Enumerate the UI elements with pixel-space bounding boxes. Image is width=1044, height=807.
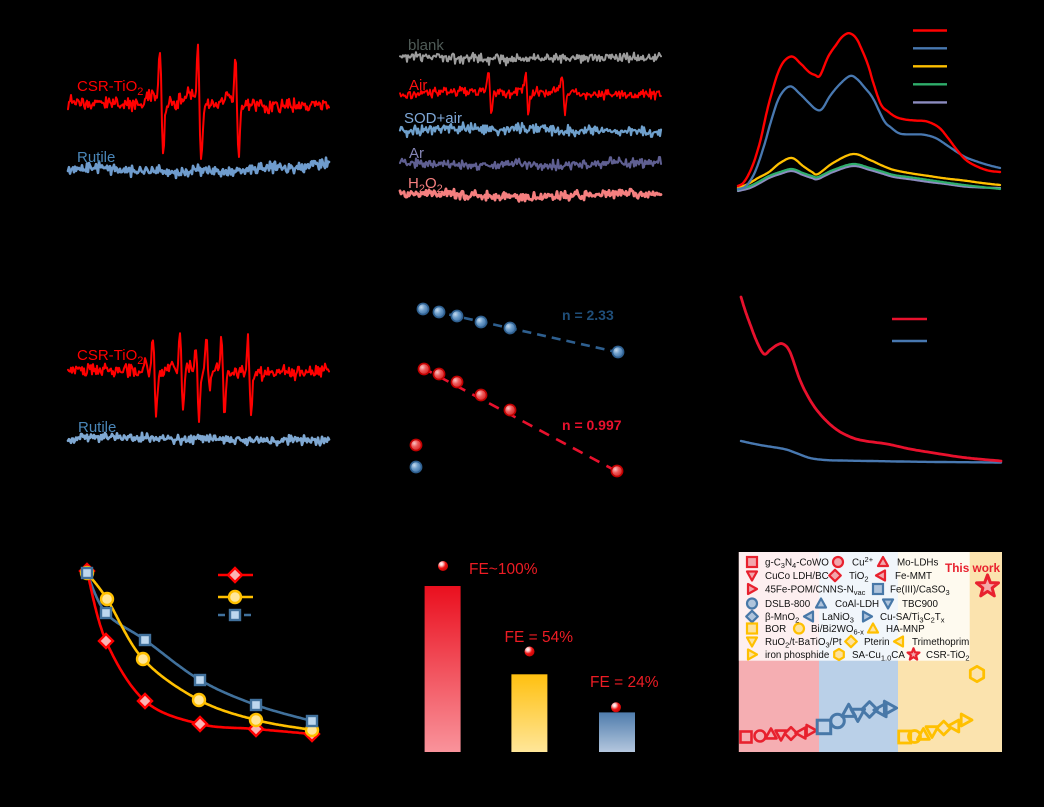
svg-text:SOD+air: SOD+air (404, 110, 462, 127)
svg-text:FE = 54%: FE = 54% (505, 629, 574, 646)
svg-text:45Fe-POM/CNNS-Nvac: 45Fe-POM/CNNS-Nvac (765, 585, 866, 598)
svg-text:CSR-TiO2: CSR-TiO2 (77, 347, 143, 367)
svg-text:CoAl-LDH: CoAl-LDH (835, 599, 879, 610)
svg-text:Rutile: Rutile (78, 419, 116, 436)
svg-text:Cu-SA/Ti3C2Tx: Cu-SA/Ti3C2Tx (880, 612, 945, 625)
svg-text:n = 2.33: n = 2.33 (562, 307, 614, 323)
svg-text:CSR-TiO2: CSR-TiO2 (926, 650, 970, 663)
svg-text:RuO2/t-BaTiO3/Pt: RuO2/t-BaTiO3/Pt (765, 637, 842, 650)
svg-text:CuCo LDH/BC: CuCo LDH/BC (765, 571, 829, 582)
svg-text:blank: blank (408, 37, 444, 54)
svg-text:Fe-MMT: Fe-MMT (895, 571, 932, 582)
svg-text:DSLB-800: DSLB-800 (765, 599, 811, 610)
svg-text:β-MnO2: β-MnO2 (765, 612, 799, 625)
svg-text:Rutile: Rutile (77, 149, 115, 166)
svg-text:Pterin: Pterin (864, 637, 890, 648)
svg-text:FE~100%: FE~100% (469, 561, 538, 578)
svg-text:Fe(III)/CaSO3: Fe(III)/CaSO3 (890, 585, 950, 598)
svg-text:BOR: BOR (765, 624, 786, 635)
svg-text:Bi/Bi2WO6-x: Bi/Bi2WO6-x (811, 624, 864, 637)
svg-text:FE = 24%: FE = 24% (590, 674, 659, 691)
svg-text:SA-Cu1.0CA: SA-Cu1.0CA (852, 650, 905, 663)
svg-text:Trimethoprim: Trimethoprim (912, 637, 969, 648)
svg-text:LaNiO3: LaNiO3 (822, 612, 854, 625)
svg-text:H2O2: H2O2 (408, 175, 443, 195)
svg-text:TBC900: TBC900 (902, 599, 938, 610)
svg-text:Air: Air (409, 77, 427, 94)
svg-text:g-C3N4-CoWO: g-C3N4-CoWO (765, 558, 829, 571)
svg-text:Mo-LDHs: Mo-LDHs (897, 558, 938, 569)
svg-text:Ar: Ar (409, 145, 424, 162)
svg-text:n = 0.997: n = 0.997 (562, 417, 622, 433)
svg-text:TiO2: TiO2 (849, 571, 869, 584)
svg-text:HA-MNP: HA-MNP (886, 624, 925, 635)
svg-text:iron phosphide: iron phosphide (765, 650, 830, 661)
svg-text:This work: This work (945, 561, 1001, 575)
svg-text:CSR-TiO2: CSR-TiO2 (77, 78, 143, 98)
